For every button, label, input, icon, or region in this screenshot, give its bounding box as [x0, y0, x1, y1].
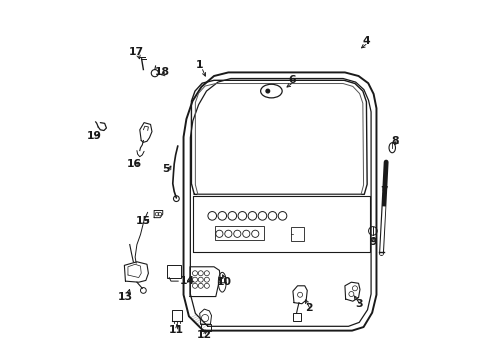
Text: 4: 4 [362, 36, 369, 46]
Bar [290, 226, 303, 241]
Bar [292, 314, 300, 320]
Text: 2: 2 [305, 303, 312, 314]
Text: 17: 17 [128, 46, 143, 57]
Text: 3: 3 [355, 299, 362, 309]
Text: 14: 14 [179, 276, 194, 286]
Text: 10: 10 [217, 277, 232, 287]
Text: 18: 18 [155, 67, 170, 77]
Text: 8: 8 [390, 136, 398, 145]
Text: 9: 9 [368, 237, 376, 247]
Text: 6: 6 [287, 75, 295, 85]
Circle shape [265, 89, 269, 93]
Bar [167, 265, 181, 278]
Text: 11: 11 [168, 325, 183, 335]
Text: 15: 15 [136, 216, 151, 226]
Text: 5: 5 [162, 164, 170, 174]
Bar [172, 310, 182, 320]
Text: 19: 19 [87, 131, 102, 141]
Text: 12: 12 [196, 330, 211, 340]
Text: 1: 1 [196, 60, 203, 70]
Text: 13: 13 [118, 292, 133, 302]
Text: 16: 16 [126, 159, 142, 169]
Bar [201, 324, 210, 330]
Text: 7: 7 [380, 186, 387, 197]
Bar [215, 226, 263, 240]
